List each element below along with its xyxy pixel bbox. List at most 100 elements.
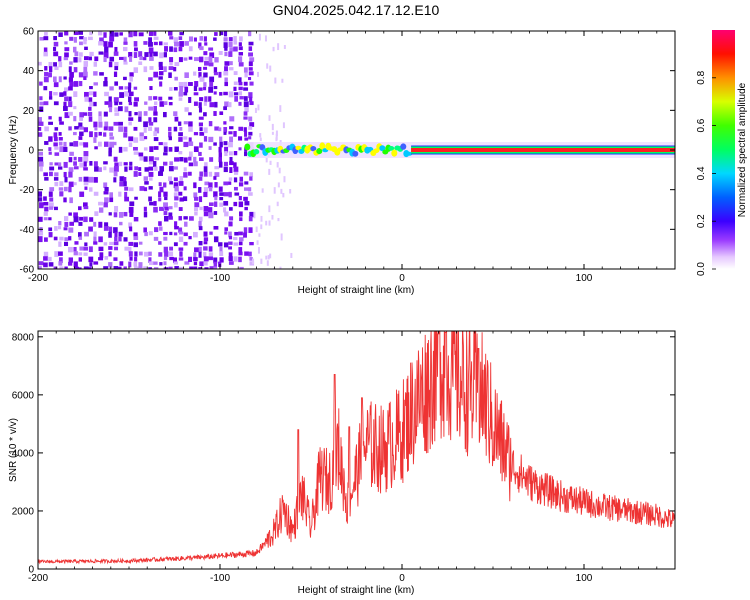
noise-cell: [58, 116, 62, 122]
noise-cell: [69, 71, 74, 78]
noise-cell: [118, 266, 122, 269]
noise-cell: [103, 111, 108, 117]
sparse-cell: [280, 188, 283, 194]
noise-cell: [208, 256, 213, 261]
noise-cell: [103, 166, 107, 171]
noise-cell: [173, 126, 178, 132]
noise-cell: [243, 67, 248, 73]
noise-cell: [174, 41, 179, 47]
noise-cell: [118, 106, 123, 112]
noise-cell: [43, 262, 48, 268]
noise-cell: [84, 242, 88, 247]
noise-cell: [193, 86, 198, 92]
noise-cell: [43, 211, 48, 216]
noise-cell: [243, 111, 248, 116]
sparse-cell: [260, 215, 263, 222]
noise-cell: [238, 251, 243, 256]
noise-cell: [178, 257, 184, 261]
noise-cell: [123, 76, 127, 81]
noise-cell: [168, 131, 172, 138]
noise-cell: [138, 32, 144, 37]
noise-cell: [223, 181, 229, 186]
noise-cell: [38, 216, 43, 222]
noise-cell: [144, 167, 149, 172]
colorbar-ticks: 0.0 0.2 0.4 0.6 0.8: [696, 70, 716, 276]
noise-cell: [54, 226, 58, 231]
noise-cell: [138, 61, 143, 65]
noise-cell: [129, 161, 133, 166]
noise-cell: [233, 92, 239, 96]
noise-cell: [119, 32, 123, 36]
noise-cell: [54, 181, 59, 187]
noise-cell: [69, 81, 74, 87]
snr-ylabel: SNR (10 * v/v): [8, 418, 19, 482]
noise-cell: [208, 96, 212, 102]
noise-cell: [64, 31, 69, 36]
noise-cell: [183, 121, 188, 125]
noise-cell: [238, 101, 242, 106]
noise-cell: [68, 96, 72, 102]
sparse-cell: [273, 187, 276, 194]
noise-cell: [38, 151, 44, 156]
noise-cell: [248, 71, 254, 76]
noise-cell: [38, 61, 42, 66]
noise-cell: [168, 216, 173, 220]
noise-cell: [229, 61, 233, 66]
noise-cell: [53, 266, 58, 269]
noise-cell: [249, 211, 254, 218]
noise-cell: [128, 246, 132, 253]
noise-cell: [163, 111, 167, 118]
noise-cell: [48, 151, 52, 155]
noise-cell: [139, 136, 145, 141]
noise-cell: [163, 66, 167, 73]
noise-cell: [108, 231, 112, 238]
noise-cell: [204, 162, 208, 167]
noise-cell: [118, 121, 123, 126]
noise-cell: [128, 241, 134, 246]
noise-cell: [244, 201, 250, 206]
noise-cell: [143, 227, 147, 233]
noise-cell: [169, 46, 173, 52]
noise-cell: [179, 126, 183, 131]
noise-cell: [199, 56, 204, 63]
noise-cell: [53, 91, 58, 96]
noise-cell: [238, 42, 242, 47]
noise-cell: [68, 126, 72, 131]
noise-cell: [248, 77, 252, 81]
noise-cell: [148, 186, 153, 190]
noise-cell: [118, 231, 123, 237]
noise-cell: [53, 36, 57, 41]
noise-cell: [63, 197, 67, 203]
noise-cell: [78, 157, 83, 162]
noise-cell: [224, 46, 228, 51]
noise-cell: [204, 56, 210, 61]
noise-cell: [59, 121, 64, 125]
noise-cell: [68, 66, 72, 73]
noise-cell: [153, 101, 158, 106]
noise-cell: [133, 31, 138, 37]
snr-ytick-label: 2000: [12, 506, 35, 517]
noise-cell: [209, 266, 215, 269]
noise-cell: [184, 221, 188, 227]
noise-cell: [178, 216, 182, 221]
noise-cell: [208, 62, 214, 67]
noise-cell: [213, 176, 217, 180]
noise-cell: [168, 126, 172, 132]
sparse-cell: [267, 255, 270, 260]
noise-cell: [178, 247, 184, 251]
noise-cell: [199, 76, 205, 82]
noise-cell: [219, 202, 224, 207]
noise-cell: [93, 261, 99, 265]
noise-cell: [93, 71, 98, 76]
noise-cell: [163, 161, 168, 166]
noise-cell: [133, 242, 138, 248]
noise-cell: [158, 71, 164, 76]
noise-cell: [113, 266, 119, 269]
noise-cell: [98, 201, 103, 206]
noise-cell: [124, 86, 129, 90]
noise-cell: [238, 46, 243, 51]
noise-cell: [228, 91, 234, 98]
spectrogram-ytick-label: -60: [20, 265, 35, 276]
noise-cell: [104, 76, 108, 83]
sparse-cell: [255, 226, 258, 233]
